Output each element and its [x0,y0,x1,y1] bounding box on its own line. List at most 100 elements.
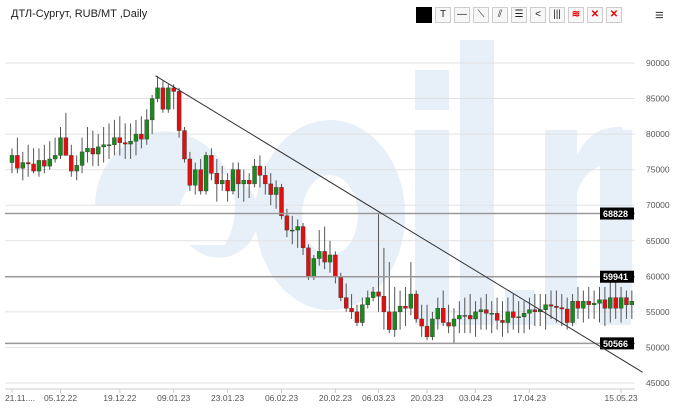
candle-body [424,325,430,337]
candle-body [42,160,47,167]
text-tool-button[interactable]: T [435,7,451,23]
x-tick-label: 20.02.23 [319,393,352,403]
x-tick-label: 19.12.22 [103,393,136,403]
candle-body [96,146,101,155]
candle-body [20,162,25,169]
candle-body [149,98,155,121]
candle-body [209,155,214,174]
hamburger-menu-icon[interactable]: ≡ [655,7,664,24]
y-tick-label: 65000 [646,236,670,246]
candle-body [58,137,63,156]
candle-body [79,151,85,166]
x-tick-label: 05.12.22 [44,393,77,403]
candle-body [117,137,123,143]
x-tick-label: 17.04.23 [513,393,546,403]
candle-body [521,313,527,318]
candle-body [139,133,144,140]
candle-body [306,247,311,277]
candle-body [69,155,74,172]
candle-body [236,169,241,185]
trend-line-tool-button[interactable]: ⟍ [473,7,489,23]
candle-body [581,300,586,309]
candle-body [392,311,397,330]
candle-body [15,155,20,169]
candle-body [586,300,591,305]
candle-body [47,158,52,167]
candle-body [263,175,268,185]
watermark-letter-shape [460,40,494,325]
candle-body [241,180,246,185]
level-label: 59941 [603,272,628,282]
candle-body [25,162,31,165]
candle-body [279,187,284,217]
candle-body [322,251,327,263]
candle-body [629,300,635,305]
parallel-channel-tool-button[interactable]: ⫽ [492,7,508,23]
candle-body [494,313,500,321]
candle-body [365,297,370,305]
candle-body [511,311,516,318]
trendline [155,75,643,373]
y-tick-label: 55000 [646,307,670,317]
candle-body [252,165,257,185]
candle-body [370,291,376,298]
candle-body [128,141,133,145]
candle-body [290,229,295,232]
candle-body [63,137,69,156]
candle-body [403,305,408,309]
candle-body [462,315,467,317]
chart-title: ДТЛ-Сургут, RUB/MT ,Daily [11,8,148,20]
y-tick-label: 50000 [646,342,670,352]
fan-tool-button[interactable]: < [530,7,546,23]
candle-body [246,180,252,185]
candle-body [338,276,343,298]
candle-body [387,311,392,330]
candle-body [198,169,203,192]
watermark-letter-shape [95,131,259,258]
candle-body [564,308,570,323]
candle-body [376,291,381,297]
delete-selected-button[interactable]: ✕ [587,7,603,23]
candle-body [268,183,273,195]
x-tick-label: 03.04.23 [459,393,492,403]
candle-body [317,251,322,259]
level-label-box [600,207,634,220]
color-swatch-button[interactable] [416,7,432,23]
x-tick-label: 09.01.23 [157,393,190,403]
candle-body [257,165,263,176]
level-label: 50566 [603,339,628,349]
y-tick-label: 90000 [646,58,670,68]
y-tick-label: 75000 [646,165,670,175]
candle-body [527,309,532,314]
candle-body [554,305,559,308]
candle-body [500,320,505,323]
candle-body [225,180,230,192]
y-tick-label: 70000 [646,200,670,210]
candle-body [171,87,176,92]
candle-body [478,309,484,313]
candle-body [327,254,333,263]
candle-body [193,169,198,186]
candle-body [397,305,403,313]
watermark-letter-shape [545,126,622,325]
x-tick-label: 20.03.23 [410,393,443,403]
vertical-lines-tool-button[interactable]: ||| [549,7,565,23]
candle-body [343,297,349,309]
candle-body [602,299,608,309]
horizontal-line-tool-button[interactable]: — [454,7,470,23]
delete-all-button[interactable]: ✕ [606,7,622,23]
x-tick-label: 21.11.... [5,393,35,403]
x-tick-label: 15.05.23 [605,393,638,403]
candle-body [618,297,624,309]
horizontal-lines-tool-button[interactable]: ☰ [511,7,527,23]
candle-body [52,155,58,160]
candle-body [543,304,548,310]
candle-body [532,309,538,313]
candle-body [381,296,387,313]
candle-body [354,311,360,323]
candle-body [187,158,193,186]
candle-body [300,226,306,249]
candle-body [273,187,279,195]
candle-body [122,142,128,145]
layers-tool-button[interactable]: ≋ [568,7,584,23]
